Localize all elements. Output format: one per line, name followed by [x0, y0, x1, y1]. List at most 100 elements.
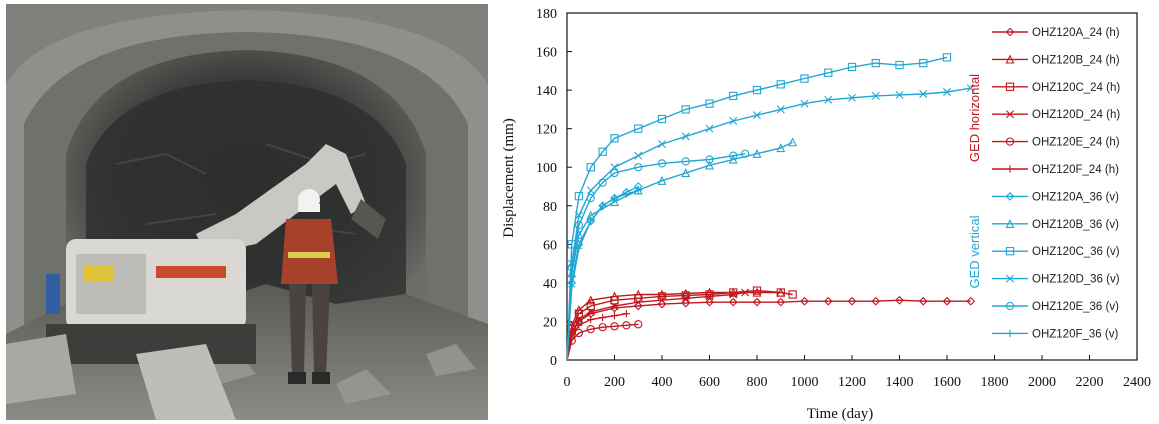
- series-ohz120f-24-h: [566, 310, 630, 361]
- series-line: [566, 141, 793, 361]
- data-point: [634, 151, 643, 160]
- x-tick-label: 1000: [791, 375, 819, 390]
- data-point: [599, 313, 607, 322]
- series-line: [566, 87, 971, 361]
- tunnel-photo: [6, 4, 488, 420]
- data-point: [728, 297, 738, 307]
- data-point: [966, 84, 975, 93]
- data-point: [943, 88, 951, 97]
- legend-marker: [1006, 274, 1014, 283]
- legend-label: OHZ120F_24 (h): [1032, 164, 1119, 176]
- x-tick-label: 800: [747, 375, 768, 390]
- legend-label: OHZ120B_24 (h): [1032, 54, 1120, 66]
- data-point: [740, 149, 750, 158]
- data-point: [586, 295, 596, 305]
- data-point: [848, 93, 856, 102]
- y-tick-label: 20: [543, 315, 557, 330]
- data-point: [634, 124, 643, 133]
- series-ohz120c-24-h: [566, 286, 797, 361]
- x-tick-label: 2400: [1123, 375, 1151, 390]
- data-point: [918, 296, 928, 306]
- legend-entry: OHZ120B_24 (h): [992, 54, 1120, 66]
- data-point: [574, 211, 583, 220]
- legend: OHZ120A_24 (h) OHZ120B_24 (h) OHZ120C_24 (…: [992, 27, 1120, 340]
- legend-label: OHZ120E_36 (v): [1032, 301, 1119, 313]
- data-point: [658, 140, 666, 149]
- x-tick-label: 1800: [981, 375, 1009, 390]
- y-tick-label: 60: [543, 238, 557, 253]
- data-point: [574, 191, 584, 201]
- data-point: [728, 154, 738, 164]
- legend-entry: OHZ120F_36 (v): [992, 328, 1118, 340]
- data-point: [895, 60, 904, 70]
- data-point: [824, 95, 833, 104]
- data-point: [610, 302, 619, 311]
- legend-label: OHZ120D_36 (v): [1032, 274, 1120, 286]
- y-tick-label: 80: [543, 200, 557, 215]
- data-point: [568, 333, 576, 341]
- legend-entry: OHZ120E_24 (h): [992, 137, 1120, 149]
- data-point: [574, 328, 584, 338]
- legend-marker: [1005, 192, 1015, 201]
- data-point: [705, 99, 714, 108]
- legend-marker: [1005, 301, 1015, 311]
- data-point: [657, 159, 667, 168]
- legend-marker: [1005, 247, 1015, 256]
- data-point: [622, 321, 631, 330]
- series-ohz120d-36-v: [566, 84, 975, 361]
- data-point: [658, 296, 666, 305]
- data-point: [574, 220, 584, 230]
- legend-marker: [1005, 82, 1015, 91]
- data-point: [776, 105, 785, 114]
- group-label-vertical: GED vertical: [967, 215, 982, 288]
- data-point: [847, 62, 857, 72]
- data-point: [776, 143, 786, 153]
- data-point: [575, 244, 583, 252]
- data-point: [705, 292, 714, 301]
- data-point: [752, 286, 762, 295]
- data-point: [586, 301, 595, 311]
- legend-entry: OHZ120D_36 (v): [992, 274, 1120, 286]
- legend-label: OHZ120F_36 (v): [1032, 328, 1118, 340]
- y-axis-label: Displacement (mm): [501, 118, 517, 238]
- data-point: [752, 287, 762, 297]
- data-point: [598, 147, 607, 156]
- x-axis: 0 200 400 600 800 1000 1200 1400 1600 1800 2000 220…: [564, 355, 1151, 390]
- y-tick-label: 160: [536, 46, 557, 61]
- data-point: [705, 290, 714, 299]
- data-point: [800, 99, 809, 108]
- legend-marker: [1006, 165, 1014, 173]
- data-point: [587, 315, 595, 324]
- data-point: [800, 74, 809, 83]
- legend-label: OHZ120A_36 (v): [1032, 191, 1119, 203]
- series-ohz120d-24-h: [566, 288, 750, 361]
- data-point: [634, 298, 643, 307]
- data-point: [657, 175, 667, 185]
- legend-entry: OHZ120A_36 (v): [992, 191, 1119, 203]
- data-point: [587, 217, 595, 225]
- data-point: [622, 310, 630, 318]
- y-tick-label: 40: [543, 277, 557, 292]
- data-point: [729, 91, 738, 101]
- data-point: [753, 111, 761, 120]
- data-point: [586, 307, 595, 316]
- data-point: [800, 296, 809, 306]
- worker: [281, 189, 338, 384]
- data-point: [599, 202, 607, 210]
- data-point: [942, 296, 952, 306]
- data-point: [776, 288, 785, 297]
- data-point: [657, 114, 667, 124]
- legend-marker: [1005, 218, 1015, 228]
- legend-label: OHZ120E_24 (h): [1032, 137, 1120, 149]
- data-point: [622, 190, 630, 198]
- data-point: [657, 289, 667, 299]
- x-tick-label: 200: [604, 375, 625, 390]
- data-point: [681, 168, 691, 178]
- legend-entry: OHZ120F_24 (h): [992, 164, 1119, 176]
- group-label-horizontal: GED horizontal: [967, 74, 982, 162]
- series-ohz120e-36-v: [566, 149, 750, 361]
- data-point: [634, 320, 643, 329]
- data-point: [729, 116, 738, 125]
- series-ohz120f-36-v: [566, 186, 642, 361]
- displacement-chart: 0 20 40 60 80 100 120 140 160 180 0 200 400 600 800 10…: [501, 7, 1151, 422]
